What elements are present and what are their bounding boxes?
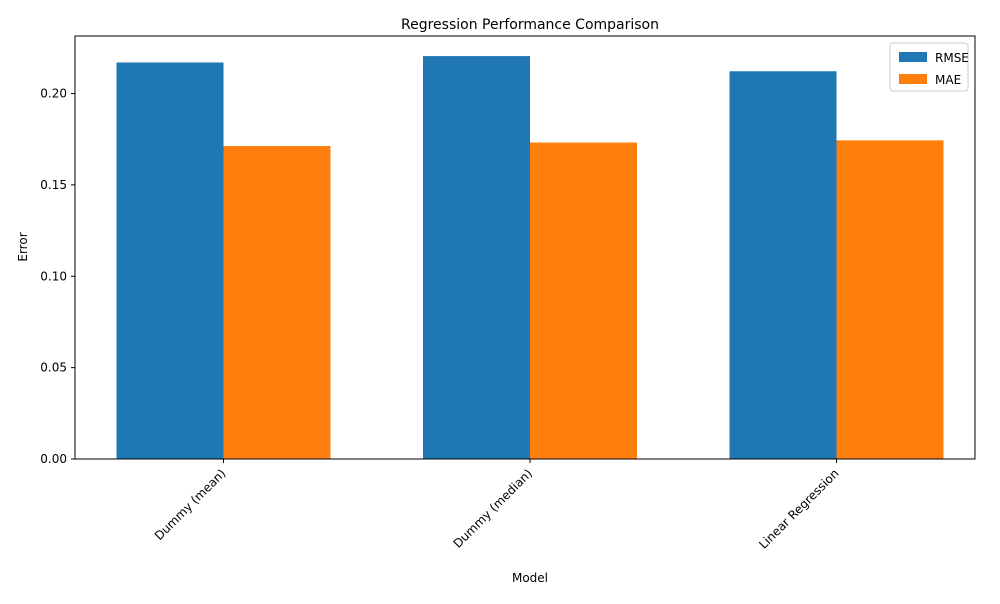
x-axis: Dummy (mean) Dummy (median) Linear Regress… <box>152 459 842 552</box>
bar-mae-2 <box>530 142 637 460</box>
bar-rmse-2 <box>423 56 530 459</box>
y-tick-label: 0.05 <box>40 361 67 375</box>
y-tick-label: 0.00 <box>40 452 67 466</box>
bar-rmse-1 <box>116 62 224 460</box>
plot-frame <box>74 35 976 460</box>
legend-label-mae: MAE <box>935 73 961 87</box>
legend-swatch-rmse <box>899 52 927 62</box>
legend-swatch-mae <box>899 74 927 84</box>
y-tick-label: 0.20 <box>40 87 67 101</box>
legend: RMSE MAE <box>889 42 969 92</box>
bars-group <box>116 56 944 460</box>
y-axis-label: Error <box>16 232 30 261</box>
y-axis: 0.00 0.05 0.10 0.15 0.20 <box>40 87 75 466</box>
x-tick-label: Dummy (mean) <box>152 466 229 543</box>
x-axis-label: Model <box>512 571 548 585</box>
chart-title: Regression Performance Comparison <box>401 17 659 33</box>
legend-label-rmse: RMSE <box>935 51 969 65</box>
bar-rmse-3 <box>729 71 837 459</box>
y-tick-label: 0.10 <box>40 269 67 283</box>
bar-mae-1 <box>223 145 331 459</box>
x-tick-label: Linear Regression <box>756 466 841 551</box>
x-tick-label: Dummy (median) <box>451 466 535 550</box>
y-tick-label: 0.15 <box>40 178 67 192</box>
bar-mae-3 <box>836 140 944 459</box>
